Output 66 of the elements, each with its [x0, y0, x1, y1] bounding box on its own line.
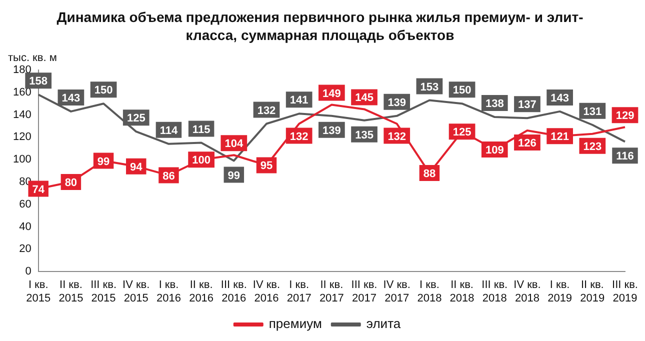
x-tick-label: III кв. 2016 — [220, 279, 247, 304]
y-tick-label: 160 — [12, 86, 32, 98]
data-label: 150 — [94, 84, 113, 97]
legend-label: премиум — [268, 316, 322, 332]
y-axis-title: тыс. кв. м — [8, 52, 57, 64]
data-label: 125 — [126, 112, 146, 125]
x-tick-label: II кв. 2018 — [450, 279, 474, 304]
y-tick-label: 140 — [12, 108, 32, 121]
y-tick-label: 0 — [25, 266, 32, 278]
data-label: 150 — [452, 84, 472, 97]
data-label: 74 — [32, 184, 46, 196]
data-label: 104 — [224, 138, 244, 150]
data-label: 132 — [388, 130, 406, 143]
x-tick-label: I кв. 2015 — [26, 279, 51, 304]
data-label: 131 — [583, 106, 602, 118]
data-label: 99 — [97, 156, 110, 168]
x-tick-label: IV кв. 2018 — [514, 279, 541, 304]
y-tick-label: 20 — [19, 243, 32, 256]
data-label: 132 — [290, 130, 308, 143]
data-label: 126 — [518, 138, 536, 150]
data-label: 116 — [616, 150, 634, 163]
data-label: 139 — [388, 96, 406, 109]
data-label: 139 — [322, 124, 341, 137]
data-label: 80 — [64, 177, 78, 190]
x-tick-label: III кв. 2017 — [351, 279, 378, 304]
data-label: 158 — [29, 76, 48, 88]
legend-label: элита — [366, 316, 402, 332]
data-label: 115 — [192, 124, 210, 136]
data-label: 137 — [518, 99, 536, 112]
y-tick-label: 100 — [12, 154, 32, 166]
x-tick-label: III кв. 2015 — [90, 279, 117, 304]
x-tick-label: II кв. 2016 — [189, 279, 214, 304]
x-tick-label: IV кв. 2016 — [252, 279, 280, 304]
data-label: 86 — [162, 170, 175, 182]
x-tick-label: I кв. 2018 — [417, 279, 442, 304]
data-label: 129 — [616, 110, 634, 122]
data-label: 88 — [423, 168, 436, 180]
data-label: 132 — [257, 104, 276, 117]
y-tick-label: 120 — [12, 131, 32, 144]
x-tick-label: I кв. 2019 — [548, 279, 572, 304]
y-tick-label: 180 — [12, 64, 32, 76]
y-tick-label: 60 — [19, 198, 32, 210]
data-label: 95 — [260, 160, 273, 172]
x-tick-label: I кв. 2016 — [156, 279, 181, 304]
chart-title: Динамика объема предложения первичного рынка жилья премиум- и элит-класса, суммарная площадь объектов — [56, 8, 584, 44]
data-label: 145 — [355, 92, 374, 104]
x-tick-label: III кв. 2019 — [612, 279, 638, 304]
data-label: 143 — [62, 92, 80, 104]
x-tick-label: IV кв. 2017 — [383, 279, 410, 304]
x-tick-label: II кв. 2019 — [580, 279, 605, 304]
data-label: 141 — [290, 94, 308, 107]
data-label: 143 — [550, 92, 569, 104]
data-label: 123 — [583, 140, 602, 153]
x-tick-label: III кв. 2018 — [482, 279, 508, 304]
y-tick-label: 40 — [19, 220, 32, 233]
x-tick-label: IV кв. 2015 — [122, 279, 150, 304]
data-label: 138 — [485, 98, 504, 110]
x-tick-label: II кв. 2015 — [58, 279, 84, 304]
data-label: 99 — [228, 170, 240, 182]
data-label: 114 — [160, 124, 178, 137]
data-label: 153 — [420, 81, 439, 94]
x-tick-label: II кв. 2017 — [319, 279, 344, 304]
data-label: 94 — [130, 161, 144, 174]
x-tick-label: I кв. 2017 — [286, 279, 312, 304]
data-label: 135 — [355, 129, 374, 142]
data-label: 149 — [322, 88, 341, 100]
